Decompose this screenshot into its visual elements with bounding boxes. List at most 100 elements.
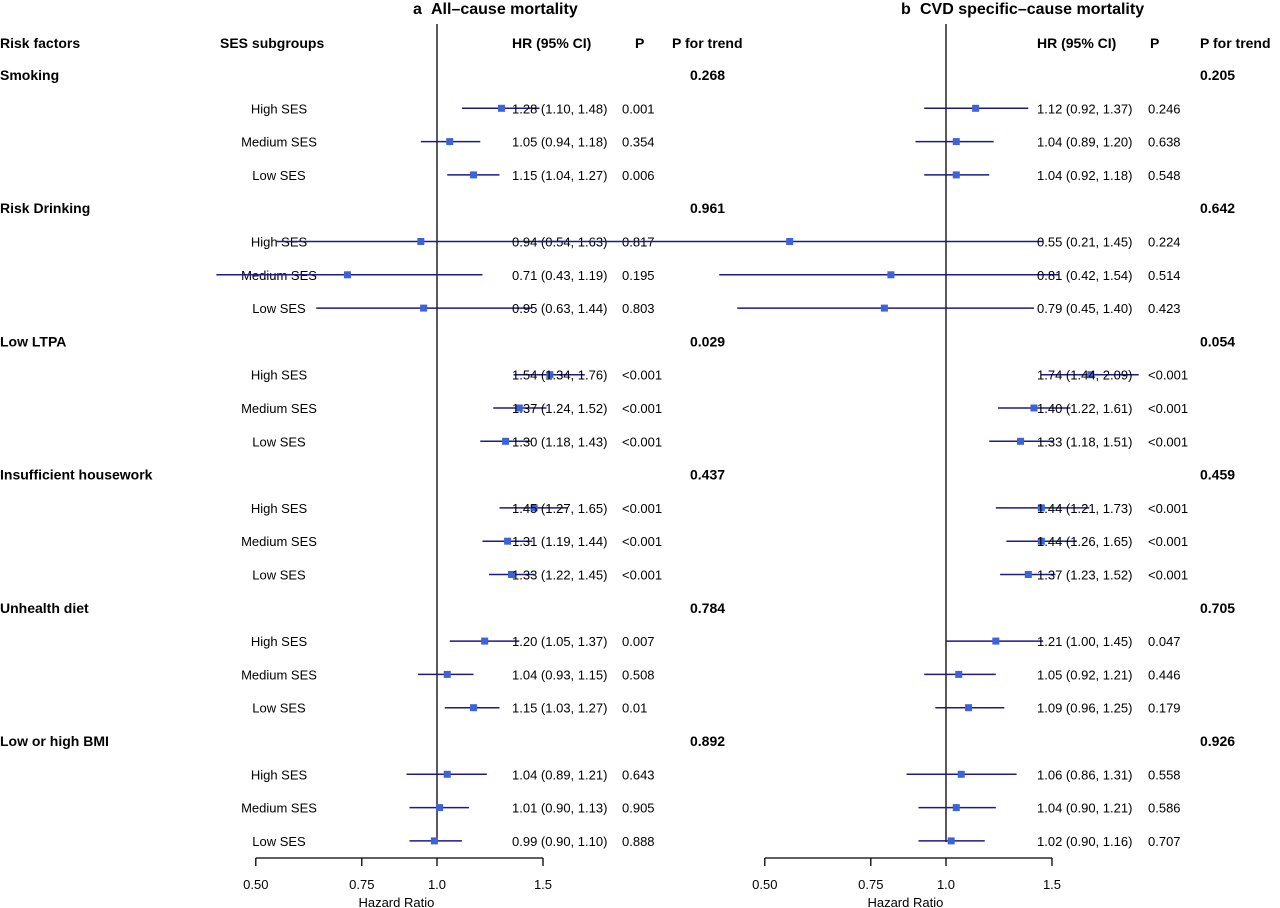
panel-b-p-header: P <box>1150 35 1159 51</box>
hr-ci-text: 1.40 (1.22, 1.61) <box>1037 401 1132 416</box>
hr-ci-text: 1.01 (0.90, 1.13) <box>512 801 607 816</box>
hr-point <box>443 670 451 678</box>
hr-point <box>498 104 506 112</box>
ses-subgroup-label: Low SES <box>252 301 306 316</box>
p-trend-value: 0.054 <box>1200 333 1235 349</box>
x-tick-label: 1.0 <box>937 877 955 892</box>
p-trend-value: 0.784 <box>690 600 725 616</box>
x-axis-label: Hazard Ratio <box>358 895 434 908</box>
hr-point <box>502 437 510 445</box>
p-trend-value: 0.926 <box>1200 733 1235 749</box>
hr-point <box>530 504 538 512</box>
hr-point <box>420 304 428 312</box>
ses-subgroup-label: High SES <box>251 501 308 516</box>
x-tick-label: 0.50 <box>243 877 268 892</box>
hr-ci-text: 1.37 (1.23, 1.52) <box>1037 568 1132 583</box>
ses-subgroup-label: High SES <box>251 767 308 782</box>
hr-ci-text: 1.12 (0.92, 1.37) <box>1037 101 1132 116</box>
p-value: 0.643 <box>622 767 655 782</box>
risk-factor-label: Low or high BMI <box>0 733 109 749</box>
hr-ci-text: 1.06 (0.86, 1.31) <box>1037 767 1132 782</box>
p-trend-value: 0.268 <box>690 67 725 83</box>
x-tick-label: 1.0 <box>428 877 446 892</box>
hr-point <box>446 138 454 146</box>
hr-point <box>887 271 895 279</box>
panel-a-p-header: P <box>635 35 644 51</box>
p-value: 0.006 <box>622 168 655 183</box>
ses-subgroup-label: High SES <box>251 634 308 649</box>
p-value: 0.558 <box>1148 767 1181 782</box>
panel-a-ptrend-header: P for trend <box>672 35 743 51</box>
hr-ci-text: 1.74 (1.44, 2.09) <box>1037 368 1132 383</box>
p-value: <0.001 <box>622 501 662 516</box>
p-value: <0.001 <box>622 534 662 549</box>
hr-ci-text: 1.37 (1.24, 1.52) <box>512 401 607 416</box>
hr-ci-text: 0.55 (0.21, 1.45) <box>1037 235 1132 250</box>
hr-ci-text: 0.95 (0.63, 1.44) <box>512 301 607 316</box>
hr-point <box>443 770 451 778</box>
hr-ci-text: 1.44 (1.26, 1.65) <box>1037 534 1132 549</box>
hr-point <box>952 138 960 146</box>
hr-ci-text: 1.33 (1.22, 1.45) <box>512 568 607 583</box>
ses-subgroups-header: SES subgroups <box>220 35 324 51</box>
panel-b-ptrend-header: P for trend <box>1200 35 1271 51</box>
ses-subgroup-label: Low SES <box>252 701 306 716</box>
p-value: 0.001 <box>622 101 655 116</box>
risk-factors-header: Risk factors <box>0 35 80 51</box>
plot-content: Smoking High SES Medium SES Low SES Risk Dri… <box>0 24 1235 908</box>
hr-ci-text: 1.30 (1.18, 1.43) <box>512 434 607 449</box>
hr-point <box>952 804 960 812</box>
hr-ci-text: 1.04 (0.89, 1.20) <box>1037 135 1132 150</box>
ses-subgroup-label: Low SES <box>252 568 306 583</box>
ses-subgroup-label: High SES <box>251 368 308 383</box>
p-trend-value: 0.029 <box>690 333 725 349</box>
hr-point <box>786 238 794 245</box>
p-value: 0.888 <box>622 834 655 849</box>
p-value: <0.001 <box>1148 401 1188 416</box>
hr-point <box>952 171 960 179</box>
hr-point <box>504 537 512 545</box>
ses-subgroup-label: Medium SES <box>241 401 317 416</box>
ses-subgroup-label: Low SES <box>252 834 306 849</box>
hr-ci-text: 1.21 (1.00, 1.45) <box>1037 634 1132 649</box>
hr-point <box>1024 571 1032 578</box>
p-value: <0.001 <box>622 434 662 449</box>
p-trend-value: 0.437 <box>690 467 725 483</box>
p-trend-value: 0.961 <box>690 200 725 216</box>
p-value: 0.179 <box>1148 701 1181 716</box>
hr-ci-text: 1.28 (1.10, 1.48) <box>512 101 607 116</box>
p-value: 0.905 <box>622 801 655 816</box>
x-axis-label: Hazard Ratio <box>867 895 943 908</box>
hr-ci-text: 1.44 (1.21, 1.73) <box>1037 501 1132 516</box>
p-value: <0.001 <box>622 568 662 583</box>
hr-point <box>508 571 516 578</box>
p-trend-value: 0.892 <box>690 733 725 749</box>
panel-a-letter: a <box>413 1 422 18</box>
hr-point <box>481 637 489 645</box>
hr-ci-text: 1.04 (0.90, 1.21) <box>1037 801 1132 816</box>
hr-point <box>436 804 444 812</box>
hr-ci-text: 1.20 (1.05, 1.37) <box>512 634 607 649</box>
p-value: 0.514 <box>1148 268 1181 283</box>
hr-point <box>546 371 554 379</box>
hr-ci-text: 0.99 (0.90, 1.10) <box>512 834 607 849</box>
ses-subgroup-label: Medium SES <box>241 667 317 682</box>
hr-ci-text: 1.31 (1.19, 1.44) <box>512 534 607 549</box>
hr-point <box>965 704 973 712</box>
panel-a-title: All–cause mortality <box>431 1 578 18</box>
p-trend-value: 0.205 <box>1200 67 1235 83</box>
hr-ci-text: 1.04 (0.92, 1.18) <box>1037 168 1132 183</box>
p-value: 0.803 <box>622 301 655 316</box>
panel-a-hr-header: HR (95% CI) <box>512 35 591 51</box>
p-value: 0.446 <box>1148 667 1181 682</box>
hr-ci-text: 1.33 (1.18, 1.51) <box>1037 434 1132 449</box>
hr-point <box>947 837 955 845</box>
hr-ci-text: 0.71 (0.43, 1.19) <box>512 268 607 283</box>
p-value: <0.001 <box>1148 568 1188 583</box>
p-value: 0.586 <box>1148 801 1181 816</box>
p-value: <0.001 <box>1148 434 1188 449</box>
p-value: 0.195 <box>622 268 655 283</box>
risk-factor-label: Smoking <box>0 67 59 83</box>
p-trend-value: 0.705 <box>1200 600 1235 616</box>
x-tick-label: 0.50 <box>752 877 777 892</box>
